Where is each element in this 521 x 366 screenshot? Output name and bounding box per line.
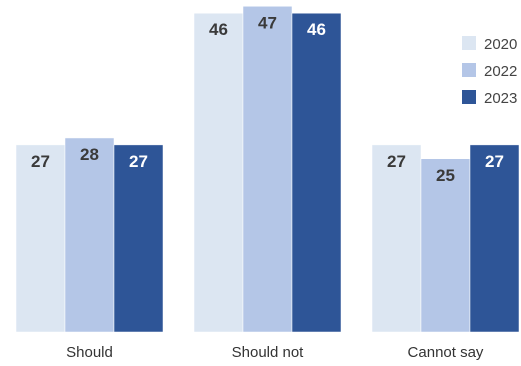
value-label-cannot-say-2022: 25 (436, 166, 455, 185)
value-label-cannot-say-2020: 27 (387, 152, 406, 171)
legend-swatch-2023 (462, 90, 476, 104)
bar-cannot-say-2020 (371, 144, 422, 333)
bar-cannot-say-2022 (420, 158, 471, 333)
value-labels-layer: 27 28 27 46 47 46 27 25 27 (31, 13, 504, 184)
value-label-should-not-2020: 46 (209, 20, 228, 39)
bars-layer (15, 6, 520, 333)
legend-swatch-2020 (462, 36, 476, 50)
value-label-cannot-say-2023: 27 (485, 152, 504, 171)
bar-should-not-2022 (242, 6, 293, 333)
category-label-cannot-say: Cannot say (408, 344, 484, 361)
value-label-should-2023: 27 (129, 152, 148, 171)
bar-should-not-2020 (193, 12, 244, 333)
bar-should-2023 (113, 144, 164, 333)
legend: 2020 2022 2023 (462, 36, 517, 107)
bar-should-not-2023 (291, 12, 342, 333)
bar-should-2020 (15, 144, 66, 333)
value-label-should-not-2023: 46 (307, 20, 326, 39)
value-label-should-2022: 28 (80, 145, 99, 164)
legend-label-2020: 2020 (484, 36, 517, 53)
category-label-should-not: Should not (232, 344, 305, 361)
category-label-should: Should (66, 344, 113, 361)
value-label-should-2020: 27 (31, 152, 50, 171)
bar-should-2022 (64, 137, 115, 333)
bar-cannot-say-2023 (469, 144, 520, 333)
legend-label-2022: 2022 (484, 63, 517, 80)
legend-swatch-2022 (462, 63, 476, 77)
legend-label-2023: 2023 (484, 90, 517, 107)
category-labels-layer: Should Should not Cannot say (66, 344, 484, 361)
value-label-should-not-2022: 47 (258, 13, 277, 32)
